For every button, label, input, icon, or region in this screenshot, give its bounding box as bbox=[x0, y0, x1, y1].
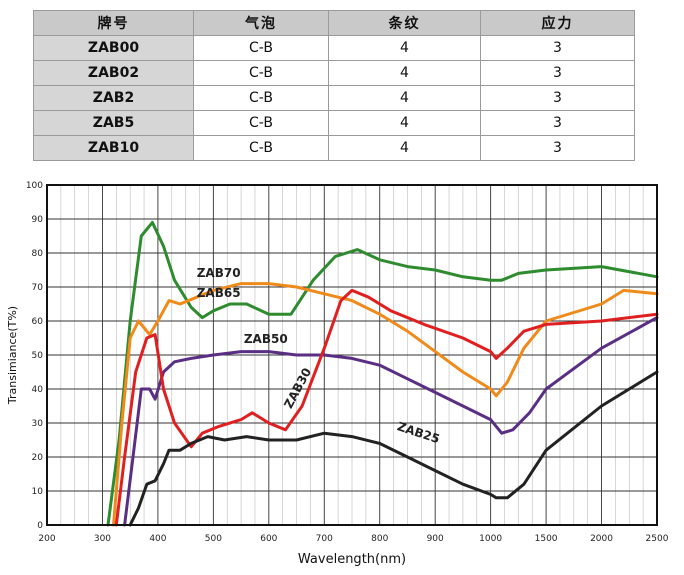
chart-grid bbox=[46, 184, 658, 526]
series-line-zab50 bbox=[123, 316, 659, 527]
header-bubble: 气泡 bbox=[193, 10, 329, 36]
y-tick-label: 60 bbox=[32, 317, 44, 327]
x-tick-label: 700 bbox=[316, 534, 333, 544]
x-tick-label: 1000 bbox=[479, 534, 502, 544]
y-tick-label: 40 bbox=[32, 385, 44, 395]
x-axis-ticks: 200 300 400 500 600 700 800 900 1000 1500 2000 2500 bbox=[38, 534, 668, 544]
spec-table: 牌号 气泡 条纹 应力 ZAB00 C-B 4 3 ZAB02 C-B 4 3 … bbox=[33, 10, 635, 161]
cell-striae: 4 bbox=[328, 135, 481, 161]
cell-stress: 3 bbox=[480, 110, 635, 136]
x-tick-label: 800 bbox=[371, 534, 388, 544]
cell-bubble: C-B bbox=[193, 110, 329, 136]
header-stress: 应力 bbox=[480, 10, 635, 36]
x-tick-label: 200 bbox=[38, 534, 55, 544]
cell-grade: ZAB5 bbox=[33, 110, 194, 136]
series-label-zab65: ZAB65 bbox=[197, 286, 241, 300]
series-line-zab65 bbox=[112, 282, 659, 527]
cell-striae: 4 bbox=[328, 60, 481, 86]
y-axis-title: Transimiance(T%) bbox=[6, 306, 19, 405]
plot-frame bbox=[46, 184, 658, 526]
y-tick-label: 10 bbox=[32, 487, 44, 497]
table-row: ZAB5 C-B 4 3 bbox=[33, 110, 635, 136]
x-tick-label: 500 bbox=[205, 534, 222, 544]
cell-striae: 4 bbox=[328, 85, 481, 111]
cell-bubble: C-B bbox=[193, 135, 329, 161]
table-row: ZAB00 C-B 4 3 bbox=[33, 35, 635, 61]
y-tick-label: 50 bbox=[32, 351, 44, 361]
cell-stress: 3 bbox=[480, 135, 635, 161]
cell-stress: 3 bbox=[480, 35, 635, 61]
cell-grade: ZAB2 bbox=[33, 85, 194, 111]
header-striae: 条纹 bbox=[328, 10, 481, 36]
cell-stress: 3 bbox=[480, 85, 635, 111]
y-tick-label: 90 bbox=[32, 215, 44, 225]
cell-grade: ZAB00 bbox=[33, 35, 194, 61]
cell-stress: 3 bbox=[480, 60, 635, 86]
x-tick-label: 600 bbox=[260, 534, 277, 544]
x-tick-label: 2500 bbox=[646, 534, 669, 544]
table-row: ZAB10 C-B 4 3 bbox=[33, 135, 635, 161]
y-tick-label: 100 bbox=[26, 181, 43, 191]
cell-bubble: C-B bbox=[193, 60, 329, 86]
cell-grade: ZAB02 bbox=[33, 60, 194, 86]
y-tick-label: 0 bbox=[37, 521, 43, 531]
x-tick-label: 1500 bbox=[535, 534, 558, 544]
y-axis-ticks: 0 10 20 30 40 50 60 70 80 90 100 bbox=[26, 181, 43, 531]
x-axis-title: Wavelength(nm) bbox=[298, 552, 406, 567]
table-row: ZAB2 C-B 4 3 bbox=[33, 85, 635, 111]
x-tick-label: 300 bbox=[94, 534, 111, 544]
y-tick-label: 80 bbox=[32, 249, 44, 259]
header-grade: 牌号 bbox=[33, 10, 194, 36]
table-header-row: 牌号 气泡 条纹 应力 bbox=[33, 10, 635, 36]
series-line-zab30 bbox=[114, 288, 659, 527]
cell-striae: 4 bbox=[328, 35, 481, 61]
cell-striae: 4 bbox=[328, 110, 481, 136]
table-row: ZAB02 C-B 4 3 bbox=[33, 60, 635, 86]
series-label-zab50: ZAB50 bbox=[244, 332, 288, 346]
series-line-zab25 bbox=[128, 370, 659, 527]
y-tick-label: 20 bbox=[32, 453, 44, 463]
x-tick-label: 400 bbox=[149, 534, 166, 544]
cell-bubble: C-B bbox=[193, 35, 329, 61]
series-line-zab70 bbox=[106, 220, 659, 527]
x-tick-label: 2000 bbox=[590, 534, 613, 544]
chart-series bbox=[106, 220, 659, 527]
x-tick-label: 900 bbox=[427, 534, 444, 544]
transmittance-chart: 0 10 20 30 40 50 60 70 80 90 100 200 300 400 500 600 70… bbox=[6, 181, 669, 567]
y-tick-label: 70 bbox=[32, 283, 44, 293]
cell-bubble: C-B bbox=[193, 85, 329, 111]
cell-grade: ZAB10 bbox=[33, 135, 194, 161]
series-label-zab70: ZAB70 bbox=[197, 266, 241, 280]
y-tick-label: 30 bbox=[32, 419, 44, 429]
